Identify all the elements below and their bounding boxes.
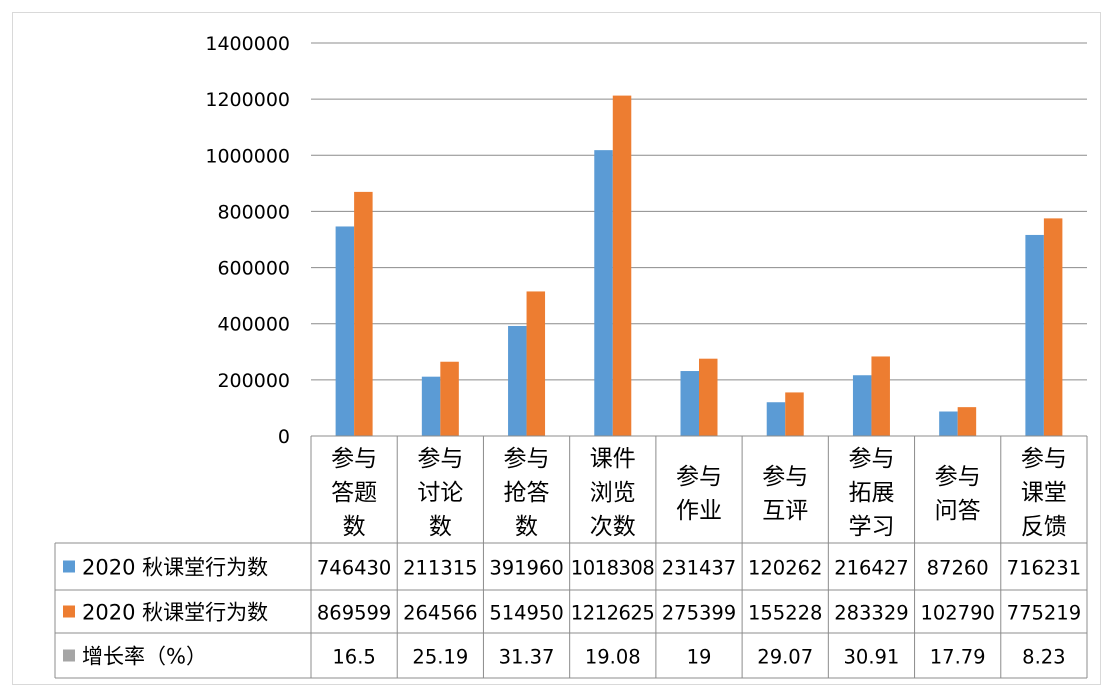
bar-series-2 — [526, 291, 546, 436]
bar-series-1 — [766, 402, 786, 436]
y-tick-label: 1000000 — [205, 145, 290, 167]
table-value: 87260 — [927, 557, 989, 580]
bar-series-2 — [871, 356, 890, 436]
category-label: 参与 — [331, 446, 377, 472]
table-value: 17.79 — [930, 646, 986, 669]
bar-series-1 — [335, 226, 355, 436]
legend-label: 增长率（%） — [82, 645, 207, 669]
y-tick-label: 600000 — [217, 258, 290, 280]
category-label: 拓展 — [848, 480, 894, 506]
bar-series-1 — [1025, 234, 1044, 436]
category-label: 课堂 — [1021, 480, 1067, 506]
table-value: 1018308 — [571, 557, 655, 580]
table-value: 211315 — [403, 557, 477, 580]
category-label: 参与 — [762, 464, 808, 490]
category-label: 数 — [429, 514, 452, 540]
table-value: 16.5 — [332, 646, 375, 669]
category-label: 数 — [515, 514, 538, 540]
table-value: 275399 — [662, 602, 736, 625]
bar-series-1 — [680, 371, 699, 436]
category-label: 参与 — [935, 464, 981, 490]
legend-label: 2020 秋课堂行为数 — [82, 601, 268, 625]
legend-key — [63, 649, 75, 662]
bar-series-2 — [440, 361, 459, 436]
table-value: 1212625 — [571, 602, 655, 625]
category-label: 反馈 — [1021, 514, 1067, 540]
bar-series-1 — [594, 150, 613, 436]
y-tick-label: 200000 — [217, 370, 290, 392]
category-label: 参与 — [848, 446, 894, 472]
table-value: 25.19 — [412, 646, 468, 669]
category-label: 浏览 — [590, 480, 636, 506]
category-label: 作业 — [676, 498, 722, 524]
bar-series-1 — [852, 375, 872, 436]
table-value: 716231 — [1007, 557, 1081, 580]
category-label: 数 — [343, 514, 366, 540]
y-tick-label: 1200000 — [205, 89, 290, 111]
category-label: 讨论 — [417, 480, 463, 506]
bar-series-2 — [957, 407, 977, 436]
category-label: 答题 — [331, 480, 377, 506]
bar-series-1 — [421, 376, 441, 436]
category-label: 参与 — [504, 446, 550, 472]
table-value: 8.23 — [1022, 646, 1065, 669]
category-label: 问答 — [935, 498, 981, 524]
y-tick-label: 800000 — [217, 201, 290, 223]
bar-series-2 — [612, 95, 632, 436]
category-label: 课件 — [590, 446, 636, 472]
legend-key — [63, 605, 75, 618]
bar-series-1 — [939, 411, 958, 436]
table-value: 514950 — [489, 602, 563, 625]
category-label: 参与 — [676, 464, 722, 490]
category-label: 抢答 — [504, 480, 550, 506]
chart-frame — [12, 12, 1101, 685]
table-value: 216427 — [834, 557, 908, 580]
category-label: 参与 — [1021, 446, 1067, 472]
table-value: 120262 — [748, 557, 822, 580]
table-value: 775219 — [1007, 602, 1081, 625]
category-label: 互评 — [762, 498, 808, 524]
y-tick-label: 1400000 — [205, 33, 290, 55]
table-value: 746430 — [317, 557, 391, 580]
category-label: 次数 — [590, 514, 636, 540]
y-tick-label: 400000 — [217, 314, 290, 336]
table-value: 231437 — [662, 557, 736, 580]
table-value: 19.08 — [585, 646, 641, 669]
bar-series-2 — [354, 191, 373, 436]
table-value: 31.37 — [499, 646, 555, 669]
table-value: 391960 — [489, 557, 563, 580]
category-label: 学习 — [848, 514, 894, 540]
bar-series-2 — [699, 358, 718, 436]
table-value: 19 — [687, 646, 712, 669]
bar-series-2 — [785, 392, 804, 436]
table-value: 30.91 — [844, 646, 900, 669]
table-value: 102790 — [920, 602, 994, 625]
table-value: 264566 — [403, 602, 477, 625]
bar-series-2 — [1043, 218, 1063, 436]
table-value: 155228 — [748, 602, 822, 625]
bar-series-1 — [508, 325, 527, 436]
category-label: 参与 — [417, 446, 463, 472]
table-value: 29.07 — [757, 646, 813, 669]
y-tick-label: 0 — [278, 426, 290, 448]
legend-label: 2020 秋课堂行为数 — [82, 556, 268, 580]
legend-key — [63, 560, 75, 573]
table-value: 869599 — [317, 602, 391, 625]
table-value: 283329 — [834, 602, 908, 625]
